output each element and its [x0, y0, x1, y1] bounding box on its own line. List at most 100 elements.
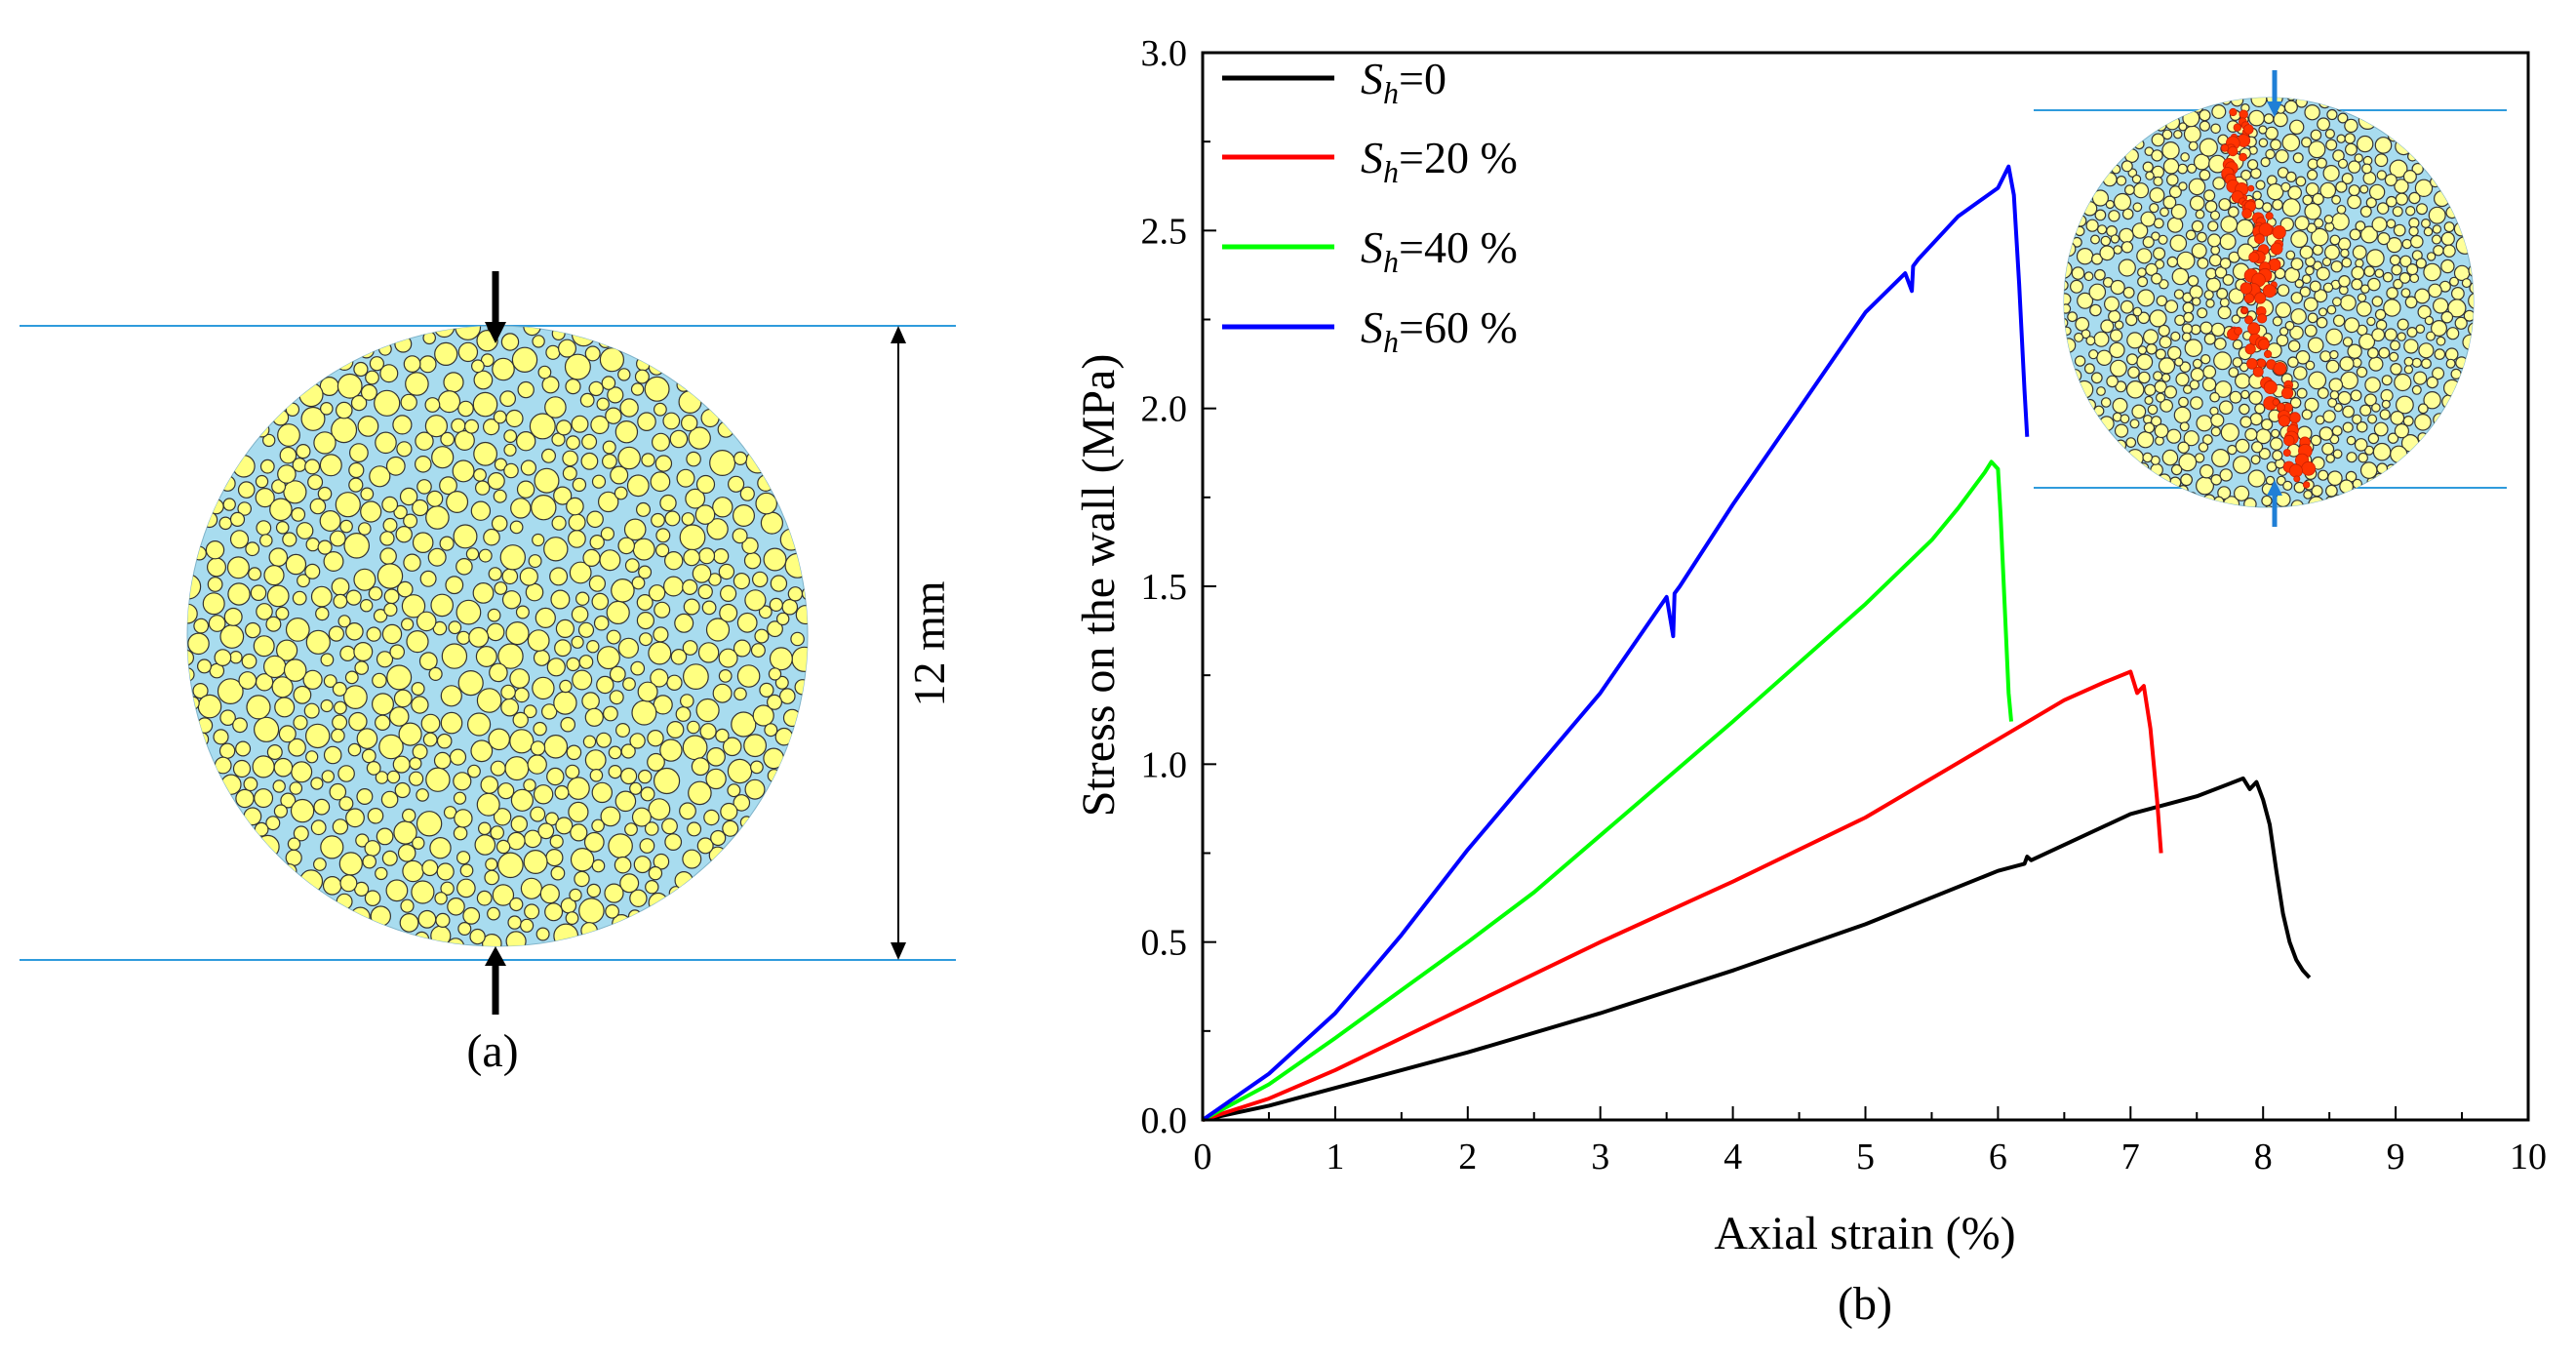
particle: [425, 767, 451, 792]
particle: [2081, 201, 2098, 217]
particle: [584, 707, 604, 727]
particle: [601, 376, 616, 390]
particle: [2195, 209, 2205, 220]
particle: [2232, 357, 2243, 368]
top-load-arrow-icon: [485, 271, 506, 343]
particle: [483, 419, 500, 436]
particle: [218, 516, 232, 531]
particle: [208, 615, 226, 632]
plot-frame: [1201, 51, 2530, 1122]
particle: [2312, 244, 2323, 256]
particle: [2270, 437, 2283, 451]
particle: [2177, 441, 2190, 454]
particle: [795, 605, 808, 625]
particle: [2364, 445, 2375, 456]
particle: [2262, 202, 2273, 213]
particle: [333, 593, 348, 609]
particle: [2210, 413, 2225, 427]
particle: [687, 720, 700, 735]
particle: [2281, 198, 2301, 218]
particle: [454, 430, 475, 452]
particle: [205, 540, 225, 560]
particle: [532, 335, 545, 348]
particle: [271, 676, 294, 698]
particle: [2183, 384, 2193, 394]
particle: [634, 369, 650, 384]
particle: [553, 923, 579, 946]
particle: [2423, 262, 2441, 282]
particle: [276, 639, 298, 661]
particle: [2281, 133, 2301, 152]
particle: [488, 567, 502, 581]
particle: [2100, 319, 2115, 334]
crack-particle: [2272, 225, 2286, 240]
particle: [2136, 353, 2154, 371]
particle: [347, 742, 362, 757]
particle: [376, 563, 404, 589]
particle: [781, 598, 799, 616]
particle: [2308, 496, 2325, 507]
particle: [2199, 109, 2211, 122]
particle: [2329, 234, 2341, 246]
particle: [2344, 118, 2358, 134]
particle: [412, 836, 425, 850]
particle: [2219, 258, 2232, 269]
particle: [2064, 303, 2072, 314]
particle: [584, 749, 607, 771]
particle: [736, 664, 761, 688]
particle: [2449, 276, 2460, 287]
particle: [546, 658, 566, 677]
legend-label: Sh=40 %: [1361, 222, 1518, 279]
particle: [2124, 313, 2138, 327]
particle: [533, 721, 547, 737]
particle: [338, 852, 363, 876]
particle: [490, 825, 504, 840]
particle: [519, 918, 535, 933]
particle: [2308, 371, 2327, 390]
particle: [2154, 379, 2167, 394]
particle: [2153, 218, 2164, 229]
particle: [2442, 244, 2456, 258]
particle: [676, 378, 691, 392]
particle: [2219, 298, 2230, 308]
legend-item-sh-20: Sh=20 %: [1222, 133, 1518, 189]
particle: [2386, 237, 2402, 254]
particle: [400, 393, 417, 412]
particle: [322, 875, 342, 896]
particle: [456, 851, 471, 865]
particle: [2289, 325, 2304, 340]
particle: [332, 681, 347, 697]
particle: [540, 448, 556, 463]
particle: [2432, 224, 2442, 234]
particle: [706, 518, 729, 540]
particle: [535, 607, 556, 629]
particle: [227, 582, 251, 606]
particle: [2350, 389, 2362, 402]
particle: [2208, 254, 2222, 267]
particle: [520, 877, 543, 899]
particle: [2382, 271, 2394, 283]
particle: [259, 459, 275, 474]
particle: [637, 412, 656, 431]
particle: [2372, 442, 2392, 461]
particle: [2445, 206, 2459, 220]
particle: [516, 431, 536, 452]
particle: [480, 353, 495, 368]
particle: [2324, 484, 2338, 498]
particle: [2311, 485, 2323, 498]
particle: [582, 735, 597, 749]
particle: [362, 854, 376, 869]
particle: [401, 618, 415, 631]
particle: [453, 825, 468, 841]
particle: [2170, 463, 2183, 476]
particle: [605, 903, 619, 919]
particle: [440, 711, 463, 735]
particle: [719, 584, 737, 603]
particle: [2360, 225, 2379, 244]
particle: [319, 401, 334, 416]
particle: [246, 695, 271, 720]
particle: [290, 798, 315, 823]
particle: [2380, 388, 2394, 403]
particle: [350, 906, 371, 928]
particle: [2247, 469, 2266, 488]
